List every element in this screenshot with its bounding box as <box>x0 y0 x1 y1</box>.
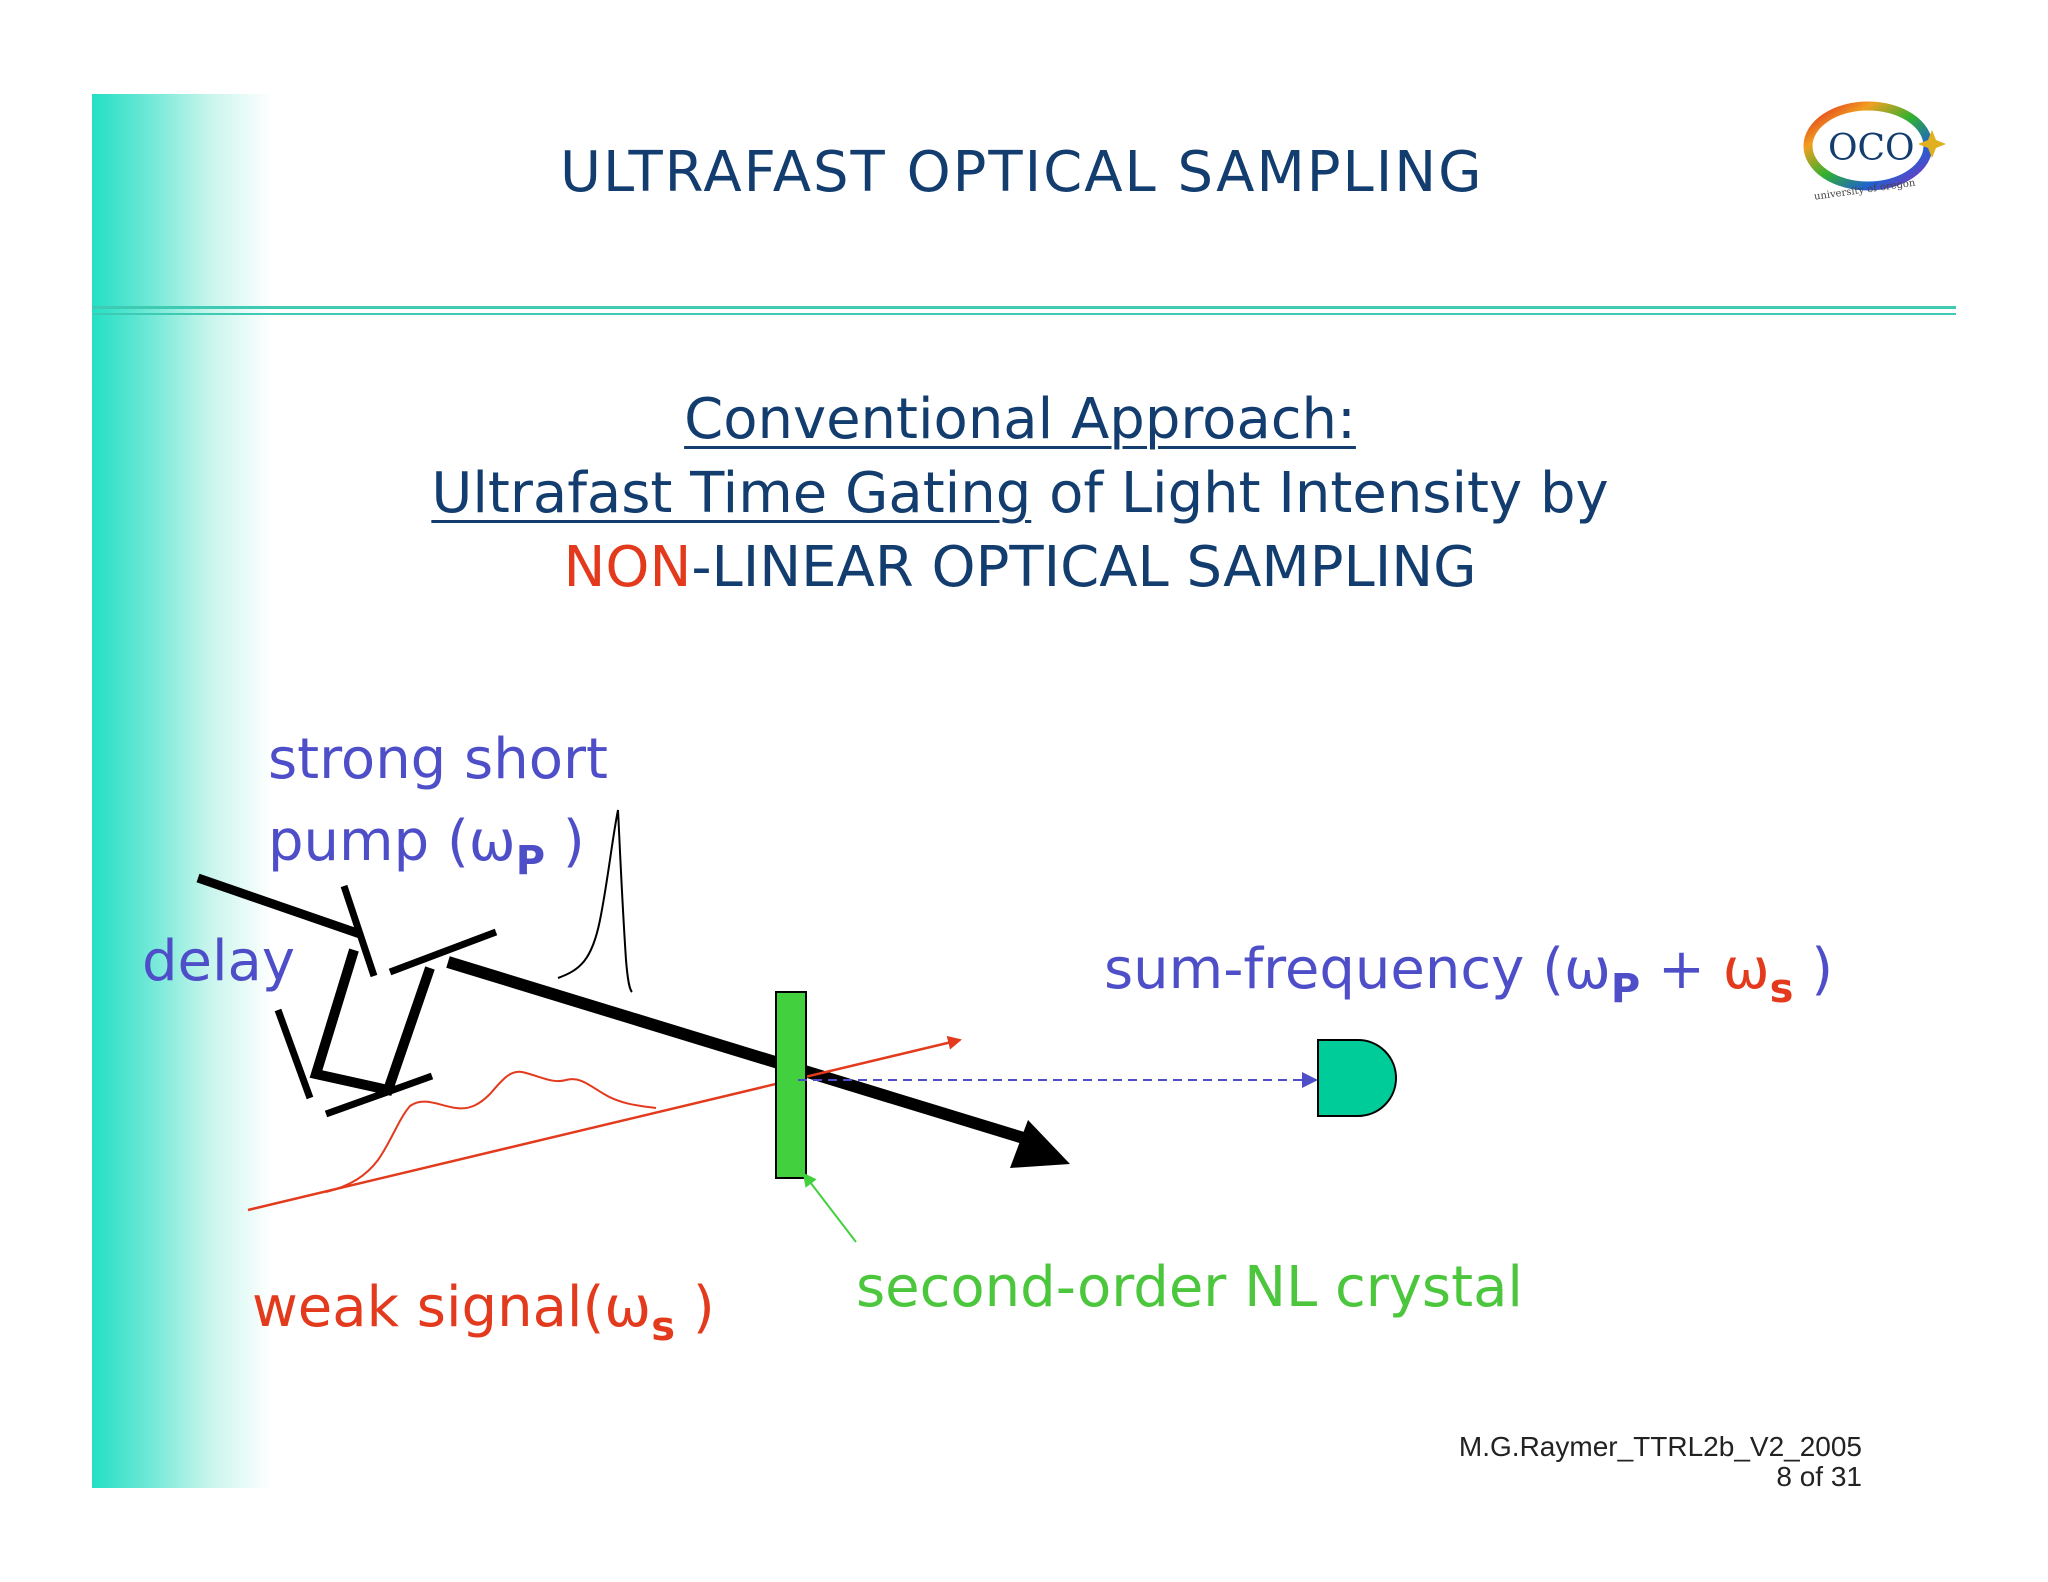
logo-text: OCO <box>1828 128 1915 169</box>
delay-mirror-2 <box>274 1008 314 1100</box>
sum-label-close: ) <box>1793 937 1834 1002</box>
heading-approach: Conventional Approach: <box>684 387 1356 452</box>
heading-line-2: Ultrafast Time Gating of Light Intensity… <box>300 458 1740 530</box>
heading-line-1: Conventional Approach: <box>300 384 1740 456</box>
sum-omega-s: ω <box>1722 937 1770 1002</box>
detector <box>1317 1039 1397 1117</box>
nl-crystal <box>775 991 807 1179</box>
pump-label-close: ) <box>545 809 585 874</box>
crystal-pointer-arrow <box>802 1172 857 1243</box>
signal-label-close: ) <box>675 1275 715 1340</box>
signal-subscript: s <box>651 1304 676 1350</box>
heading-line-3: NON-LINEAR OPTICAL SAMPLING <box>300 532 1740 604</box>
heading-non: NON <box>563 535 692 600</box>
sum-subscript-s: s <box>1769 966 1794 1012</box>
sidebar-gradient <box>92 94 272 1488</box>
pump-pulse-shape <box>557 809 633 993</box>
heading-light-intensity: of Light Intensity by <box>1031 461 1609 526</box>
pump-input-beam <box>196 873 362 939</box>
oco-logo-icon: OCO university of oregon <box>1803 101 1946 203</box>
heading-nonlinear-sampling: -LINEAR OPTICAL SAMPLING <box>691 535 1477 600</box>
signal-label: weak signal(ωs ) <box>252 1276 715 1359</box>
delay-mirror-1 <box>340 884 378 978</box>
heading-time-gating: Ultrafast Time Gating <box>431 461 1032 526</box>
delay-beam-path <box>309 948 435 1096</box>
sum-frequency-label: sum-frequency (ωP + ωs ) <box>1104 938 1833 1021</box>
sum-subscript-p: P <box>1610 966 1641 1012</box>
pump-arrowhead <box>1010 1120 1070 1168</box>
signal-label-text: weak signal(ω <box>252 1275 652 1340</box>
crystal-label: second-order NL crystal <box>856 1255 1523 1320</box>
signal-waveform <box>325 1070 657 1193</box>
delay-mirror-3 <box>324 1072 434 1118</box>
footer-page-number: 8 of 31 <box>1776 1461 1862 1492</box>
sum-label-text: sum-frequency (ω <box>1104 937 1611 1002</box>
pump-subscript: P <box>515 838 546 884</box>
pump-main-beam <box>446 956 1032 1146</box>
footer-author: M.G.Raymer_TTRL2b_V2_2005 <box>1458 1431 1862 1462</box>
slide-title: ULTRAFAST OPTICAL SAMPLING <box>560 140 1484 205</box>
pump-label-line2: pump (ωP ) <box>268 810 585 893</box>
oco-logo: OCO university of oregon <box>1800 100 1950 210</box>
sum-plus: + <box>1640 937 1723 1002</box>
header-rule-2 <box>92 313 1956 315</box>
signal-beam <box>247 1035 962 1212</box>
pump-label-line1: strong short <box>268 727 608 792</box>
header-rule <box>92 306 1956 309</box>
pump-label-text: pump (ω <box>268 809 516 874</box>
delay-mirror-4 <box>388 928 498 976</box>
delay-label: delay <box>142 929 296 994</box>
